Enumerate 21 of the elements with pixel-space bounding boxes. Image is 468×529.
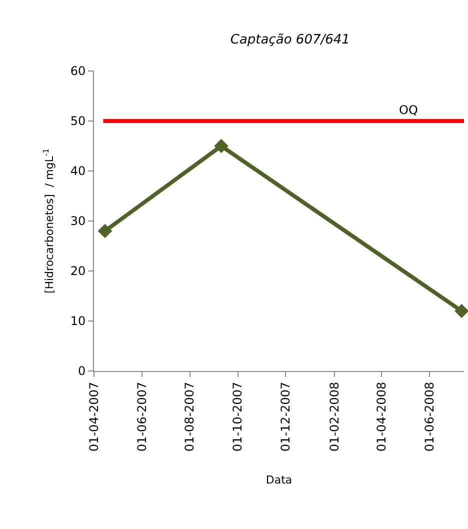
x-tick-label: 01-04-2008 [374, 382, 388, 452]
chart-title: Captação 607/641 [230, 32, 350, 48]
point [214, 138, 228, 154]
point [454, 304, 468, 318]
x-tick-label: 01-12-2007 [278, 382, 293, 452]
point [98, 224, 112, 238]
ref-line-label: OQ [399, 103, 418, 117]
y-tick-label: 0 [78, 364, 86, 378]
y-tick-label: 10 [70, 314, 86, 328]
y-tick-label: 40 [70, 164, 86, 178]
x-tick-label: 01-04-2007 [86, 382, 101, 452]
y-tick-label: 30 [70, 214, 86, 228]
x-tick-label: 01-08-2007 [182, 382, 197, 452]
y-tick-label: 50 [70, 114, 86, 128]
x-tick-label: 01-02-2008 [327, 382, 342, 452]
x-axis-title: Data [266, 474, 292, 487]
x-tick-label: 01-06-2007 [134, 382, 149, 452]
y-tick-label: 60 [70, 64, 86, 78]
x-tick-label: 01-06-2008 [422, 382, 436, 452]
y-tick-label: 20 [70, 264, 86, 278]
x-tick-label: 01-10-2007 [230, 382, 245, 452]
